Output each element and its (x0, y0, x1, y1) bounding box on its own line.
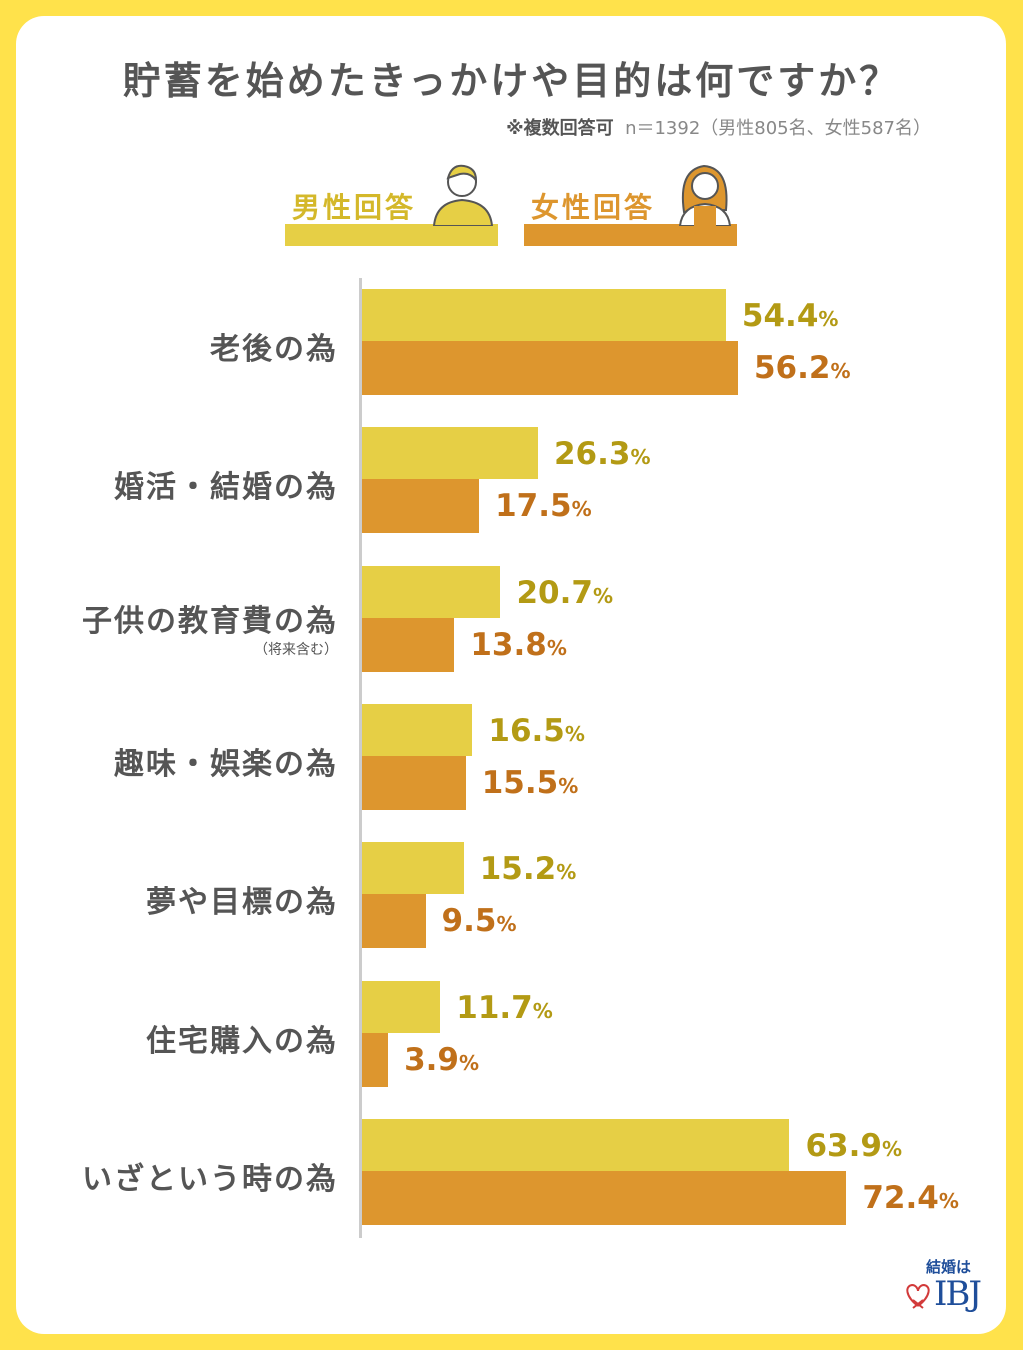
legend-label-male: 男性回答 (292, 191, 417, 224)
heart-logo-icon (906, 1283, 930, 1309)
category-label: いざという時の為 (82, 1161, 338, 1197)
bar-male (362, 289, 726, 341)
bar-male (362, 842, 464, 895)
bar-male (362, 427, 538, 480)
bar-male (362, 1118, 790, 1171)
bar-female (362, 894, 426, 949)
logo-tagline: 結婚は (926, 1258, 972, 1276)
value-label-male: 20.7% (516, 574, 614, 611)
y-axis-line (359, 278, 362, 1238)
category-label: 老後の為 (210, 332, 338, 367)
value-label-male: 11.7% (456, 989, 553, 1026)
sample-size: n＝1392（男性805名、女性587名） (625, 118, 931, 139)
legend-label-female: 女性回答 (531, 191, 656, 224)
bar-male (362, 565, 501, 618)
value-label-female: 17.5% (495, 488, 592, 525)
value-label-male: 54.4% (741, 298, 839, 334)
value-label-male: 63.9% (805, 1127, 903, 1164)
bar-female (362, 755, 466, 810)
value-label-male: 16.5% (488, 712, 585, 749)
category-label: 子供の教育費の為 (82, 603, 338, 639)
category-label: 夢や目標の為 (146, 885, 338, 921)
value-label-female: 15.5% (481, 764, 579, 801)
value-label-female: 9.5% (441, 903, 517, 940)
bar-female (362, 617, 455, 672)
bar-female (362, 341, 738, 395)
man-icon (432, 164, 494, 226)
legend-swatch-male (285, 224, 498, 246)
logo-brand: IBJ (934, 1274, 982, 1314)
bar-female (362, 1170, 847, 1225)
bar-male (362, 703, 473, 756)
bar-female (362, 479, 480, 534)
chart-note: ※複数回答可 n＝1392（男性805名、女性587名） (506, 114, 931, 140)
value-label-female: 72.4% (862, 1179, 959, 1216)
bar-female (362, 1032, 389, 1087)
value-label-female: 13.8% (470, 626, 567, 663)
value-label-female: 56.2% (753, 350, 851, 386)
legend-swatch-female (524, 224, 737, 246)
category-subnote: （将来含む） (254, 641, 338, 658)
chart-card (16, 16, 1006, 1334)
value-label-male: 26.3% (553, 436, 651, 473)
woman-icon (678, 164, 732, 226)
category-label: 趣味・娯楽の為 (114, 746, 338, 782)
bar-male (362, 980, 441, 1033)
category-label: 婚活・結婚の為 (114, 470, 338, 506)
multiple-answer-note: ※複数回答可 (506, 118, 614, 139)
chart-title: 貯蓄を始めたきっかけや目的は何ですか？ (122, 59, 901, 103)
category-label: 住宅購入の為 (146, 1023, 338, 1059)
value-label-female: 3.9% (404, 1041, 480, 1078)
value-label-male: 15.2% (479, 851, 577, 888)
